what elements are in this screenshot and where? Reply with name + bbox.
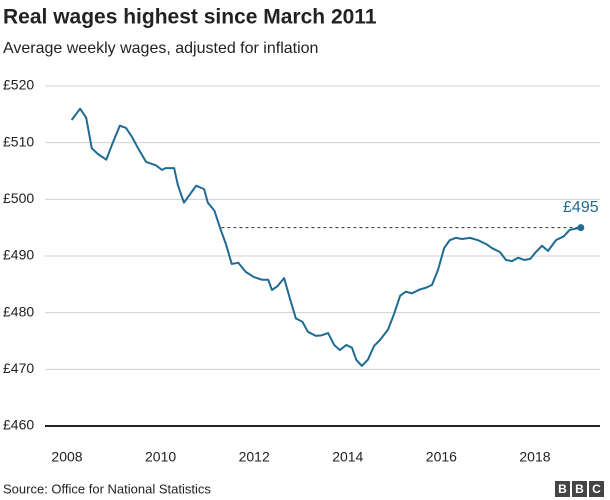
logo-letter: B (558, 482, 567, 496)
x-tick-label: 2014 (332, 449, 363, 465)
y-tick-label: £510 (3, 133, 34, 149)
y-tick-label: £490 (3, 247, 34, 263)
y-tick-label: £460 (3, 417, 34, 433)
logo-letter: B (575, 482, 584, 496)
reference-label: £495 (563, 199, 599, 216)
y-tick-label: £520 (3, 77, 34, 93)
logo-box (555, 481, 570, 497)
x-tick-label: 2010 (145, 449, 176, 465)
x-tick-label: 2012 (239, 449, 270, 465)
logo-box (572, 481, 587, 497)
data-line (70, 107, 582, 367)
source-note: Source: Office for National Statistics (3, 481, 211, 496)
chart-subtitle: Average weekly wages, adjusted for infla… (3, 40, 318, 57)
y-tick-label: £500 (3, 190, 34, 206)
logo-letter: C (592, 482, 601, 496)
chart-title: Real wages highest since March 2011 (3, 6, 377, 29)
end-point (577, 224, 585, 232)
y-tick-label: £480 (3, 303, 34, 319)
logo-box (589, 481, 604, 497)
x-tick-label: 2018 (519, 449, 550, 465)
x-tick-label: 2008 (51, 449, 82, 465)
x-tick-label: 2016 (426, 449, 457, 465)
y-tick-label: £470 (3, 360, 34, 376)
